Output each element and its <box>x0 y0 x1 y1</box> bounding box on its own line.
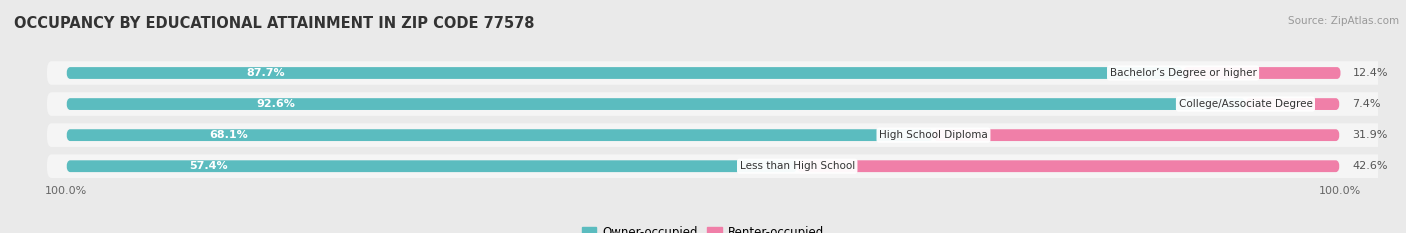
FancyBboxPatch shape <box>797 160 1340 172</box>
FancyBboxPatch shape <box>46 92 1385 116</box>
FancyBboxPatch shape <box>66 98 1246 110</box>
FancyBboxPatch shape <box>46 61 1385 85</box>
FancyBboxPatch shape <box>1246 98 1340 110</box>
Text: High School Diploma: High School Diploma <box>879 130 988 140</box>
Text: 57.4%: 57.4% <box>188 161 228 171</box>
Text: 92.6%: 92.6% <box>256 99 295 109</box>
Text: 12.4%: 12.4% <box>1353 68 1388 78</box>
Text: Bachelor’s Degree or higher: Bachelor’s Degree or higher <box>1109 68 1257 78</box>
Text: 31.9%: 31.9% <box>1353 130 1388 140</box>
Text: 7.4%: 7.4% <box>1353 99 1381 109</box>
Text: 42.6%: 42.6% <box>1353 161 1388 171</box>
FancyBboxPatch shape <box>46 154 1385 178</box>
FancyBboxPatch shape <box>66 67 1182 79</box>
FancyBboxPatch shape <box>66 160 797 172</box>
Text: 68.1%: 68.1% <box>209 130 247 140</box>
Text: College/Associate Degree: College/Associate Degree <box>1178 99 1312 109</box>
Text: OCCUPANCY BY EDUCATIONAL ATTAINMENT IN ZIP CODE 77578: OCCUPANCY BY EDUCATIONAL ATTAINMENT IN Z… <box>14 16 534 31</box>
FancyBboxPatch shape <box>1182 67 1341 79</box>
Legend: Owner-occupied, Renter-occupied: Owner-occupied, Renter-occupied <box>578 221 828 233</box>
FancyBboxPatch shape <box>934 129 1340 141</box>
FancyBboxPatch shape <box>66 129 934 141</box>
Text: 87.7%: 87.7% <box>246 68 285 78</box>
Text: Source: ZipAtlas.com: Source: ZipAtlas.com <box>1288 16 1399 26</box>
FancyBboxPatch shape <box>46 123 1385 147</box>
Text: Less than High School: Less than High School <box>740 161 855 171</box>
